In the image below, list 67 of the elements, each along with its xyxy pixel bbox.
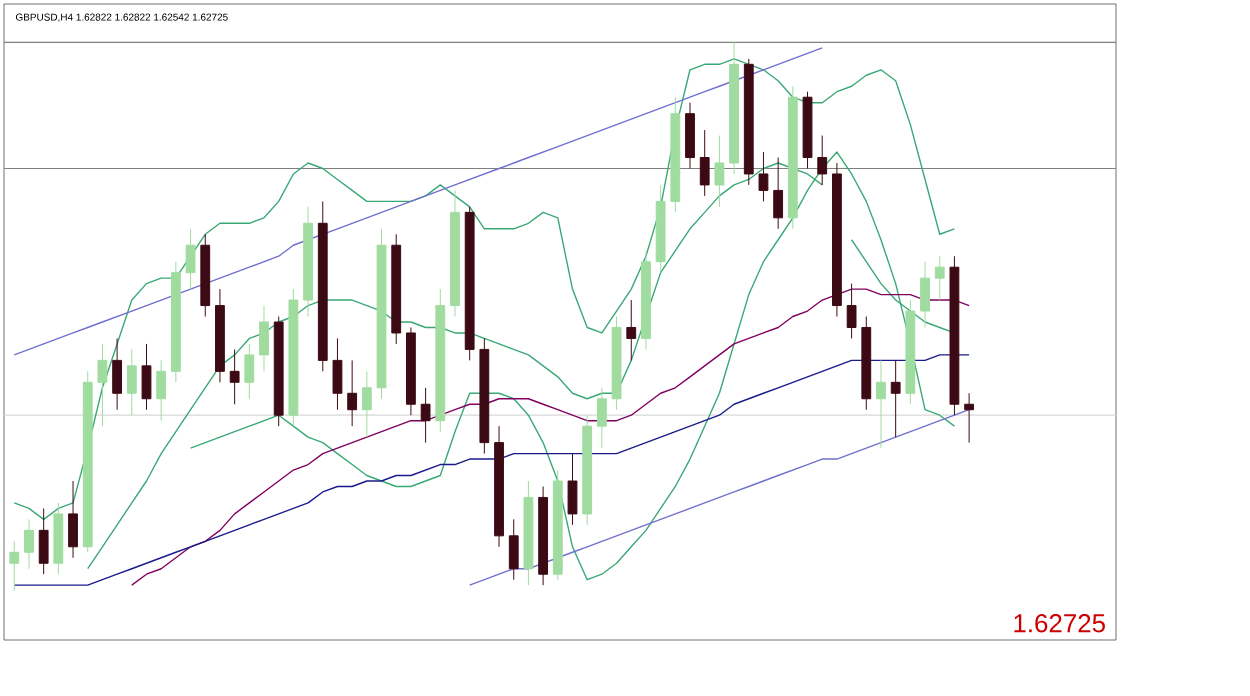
candlestick (773, 157, 784, 230)
candlestick (82, 370, 93, 553)
candlestick (876, 359, 886, 449)
candlestick (861, 316, 872, 411)
candlestick (538, 485, 549, 586)
candlestick (24, 518, 34, 570)
candlestick (787, 85, 798, 230)
candlestick (9, 540, 20, 592)
candlestick (259, 305, 269, 372)
candlestick (817, 135, 828, 186)
candlestick (112, 337, 123, 411)
candlestick (714, 135, 725, 208)
candlestick (846, 283, 857, 339)
candlestick (743, 58, 754, 186)
candlestick (494, 425, 504, 548)
candlestick (685, 102, 695, 169)
candlestick (288, 288, 299, 427)
candlestick (508, 518, 519, 581)
candlestick (450, 189, 460, 318)
candlestick (523, 480, 534, 586)
candlestick (317, 200, 328, 372)
candlestick (802, 91, 813, 169)
candlestick (170, 261, 181, 383)
candlestick (611, 316, 622, 411)
candlestick (964, 392, 975, 444)
candlestick (332, 337, 343, 411)
candlestick (832, 162, 842, 318)
candlestick (215, 288, 225, 383)
candlestick (156, 359, 167, 422)
candlestick (729, 41, 739, 175)
candlestick (949, 255, 960, 416)
candlestick (200, 233, 211, 318)
candlestick (479, 337, 490, 455)
candlestick (758, 151, 769, 202)
candlestick (641, 250, 651, 350)
candlestick (229, 348, 240, 405)
candlestick (934, 255, 945, 301)
candlestick (185, 228, 196, 290)
candlestick (464, 206, 475, 361)
candlestick (53, 502, 64, 575)
candlestick (244, 343, 255, 400)
candlestick (420, 387, 431, 444)
candlestick (626, 299, 637, 361)
candlestick (890, 359, 901, 438)
text: 1.62725 (1014, 614, 1105, 633)
candlestick (376, 228, 387, 400)
candlestick (552, 469, 563, 581)
candlestick (68, 480, 78, 559)
candlestick (655, 184, 666, 274)
candlestick (97, 343, 108, 427)
candlestick (920, 261, 930, 328)
candlestick (126, 348, 137, 416)
candlestick (406, 326, 416, 416)
candlestick (141, 343, 152, 411)
candlestick (567, 453, 578, 526)
candlestick (670, 96, 681, 213)
candlestick (391, 233, 402, 345)
candlestick (596, 387, 607, 449)
candlestick (699, 129, 710, 197)
candlestick (38, 507, 49, 575)
candlestick (361, 370, 372, 438)
candlestick (273, 316, 284, 427)
candlestick (347, 359, 358, 427)
candlestick (435, 288, 446, 433)
candlestick (905, 299, 916, 405)
candlestick (582, 414, 593, 526)
candlestick (303, 206, 313, 318)
